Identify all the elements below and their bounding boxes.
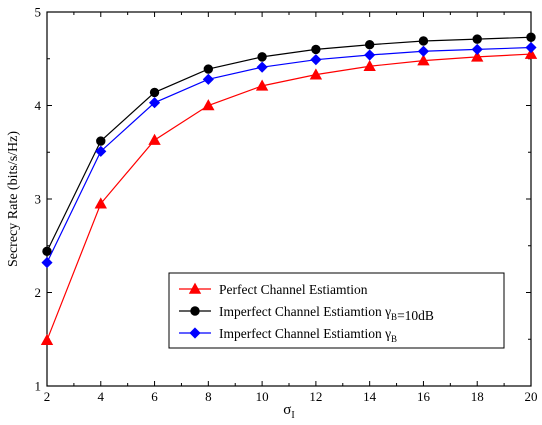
data-point — [311, 44, 321, 55]
legend-item: Imperfect Channel Estiamtion γB — [179, 326, 397, 344]
x-tick-label: 6 — [151, 389, 158, 404]
x-tick-label: 4 — [98, 389, 105, 404]
y-tick-label: 1 — [35, 379, 42, 394]
data-point — [94, 197, 107, 209]
series-2 — [42, 32, 536, 257]
legend-item: Perfect Channel Estiamtion — [179, 282, 368, 297]
x-tick-label: 8 — [205, 389, 212, 404]
x-tick-label: 12 — [309, 389, 322, 404]
data-point — [148, 97, 161, 109]
data-point — [95, 145, 107, 157]
data-point — [255, 79, 269, 91]
x-tick-label: 2 — [44, 389, 51, 404]
x-tick-label: 14 — [363, 389, 377, 404]
legend-box — [168, 272, 505, 349]
data-point — [257, 52, 267, 62]
data-point — [417, 45, 430, 57]
data-point — [41, 257, 53, 269]
legend-label: Imperfect Channel Estiamtion γB — [219, 326, 397, 344]
data-point — [364, 40, 375, 50]
data-point — [363, 59, 376, 72]
x-axis-label: σI — [283, 402, 294, 420]
legend-item: Imperfect Channel Estiamtion γB=10dB — [179, 304, 434, 323]
data-point — [40, 333, 54, 345]
legend-label: Imperfect Channel Estiamtion γB=10dB — [219, 304, 434, 323]
data-point — [203, 64, 214, 74]
data-point — [524, 47, 538, 59]
data-point — [472, 34, 482, 44]
data-point — [471, 43, 483, 55]
y-tick-label: 2 — [35, 285, 42, 300]
x-tick-label: 20 — [525, 389, 538, 404]
data-point — [310, 54, 322, 66]
y-tick-label: 5 — [35, 5, 42, 20]
data-point — [42, 246, 52, 257]
data-point — [149, 87, 160, 98]
series-line — [46, 46, 532, 263]
series-1 — [40, 47, 538, 345]
series-line — [46, 53, 532, 341]
data-point — [148, 133, 161, 145]
data-point — [526, 32, 536, 42]
series-line — [46, 36, 532, 252]
y-tick-label: 4 — [35, 98, 42, 113]
x-tick-label: 10 — [256, 389, 269, 404]
series-3 — [41, 41, 537, 269]
legend: Perfect Channel Estiamtion Imperfect Chan… — [168, 272, 505, 349]
data-point — [418, 36, 429, 46]
data-point — [471, 50, 484, 62]
data-point — [202, 73, 214, 85]
data-point — [417, 54, 430, 66]
legend-swatch-marker — [189, 327, 201, 339]
data-point — [202, 99, 215, 111]
legend-swatch-marker — [188, 282, 202, 294]
data-point — [256, 61, 268, 73]
x-tick-label: 16 — [417, 389, 431, 404]
x-tick-label: 18 — [471, 389, 484, 404]
legend-swatch-marker — [190, 306, 200, 316]
y-tick-label: 3 — [35, 192, 42, 207]
data-point — [309, 68, 323, 80]
data-point — [525, 41, 537, 54]
y-axis-label: Secrecy Rate (bits/s/Hz) — [6, 131, 21, 267]
data-point — [364, 49, 376, 61]
data-point — [96, 136, 106, 146]
legend-label: Perfect Channel Estiamtion — [219, 282, 368, 297]
